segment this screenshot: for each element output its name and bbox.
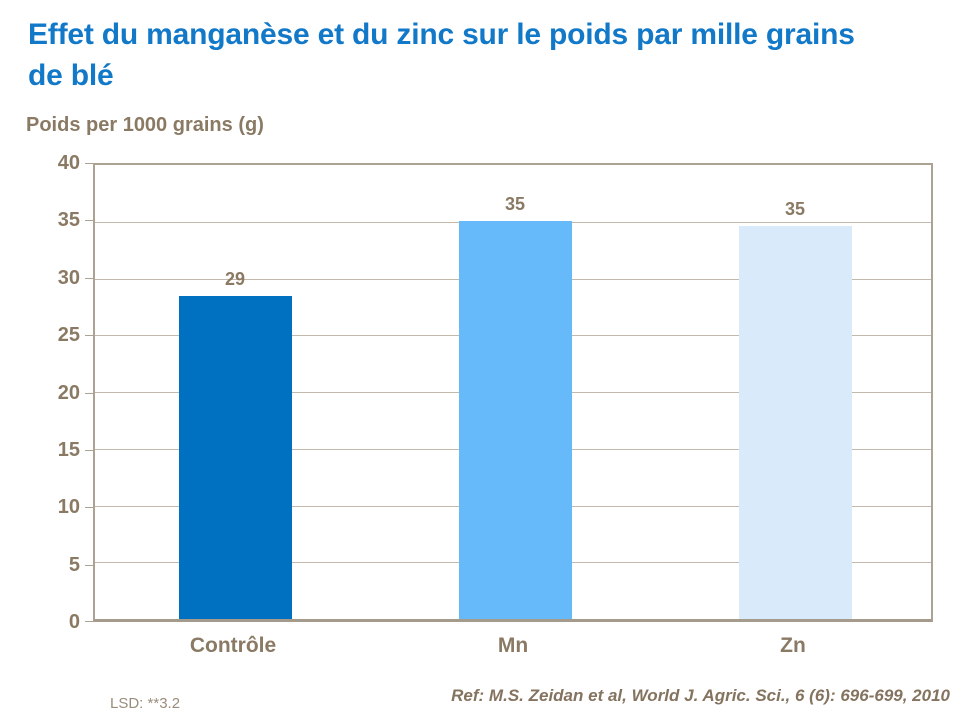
y-tick-label-40: 40 (57, 152, 80, 174)
bar-value-mn: 35 (504, 193, 526, 214)
plot-area: 29 35 35 (93, 163, 933, 622)
y-tick-mark-25 (85, 335, 93, 337)
y-tick-label-5: 5 (68, 553, 80, 576)
y-axis-title: Poids per 1000 grains (g) (26, 114, 264, 136)
reference-note: Ref: M.S. Zeidan et al, World J. Agric. … (451, 686, 950, 705)
y-tick-mark-0 (85, 621, 93, 622)
chart-title: Effet du manganèse et du zinc sur le poi… (28, 18, 855, 92)
y-tick-mark-40 (85, 163, 93, 164)
y-tick-label-0: 0 (68, 611, 80, 633)
bar-zn (738, 225, 852, 619)
lsd-note: LSD: **3.2 (110, 695, 181, 712)
bar-contr-le (178, 295, 292, 619)
y-tick-mark-20 (85, 392, 93, 394)
y-tick-label-10: 10 (57, 496, 80, 519)
y-tick-label-30: 30 (57, 266, 80, 289)
bar-value-contr-le: 29 (224, 268, 246, 289)
x-category-label-mn: Mn (497, 634, 529, 657)
bar-mn (458, 220, 572, 619)
x-category-label-contr-le: Contrôle (189, 634, 277, 657)
y-tick-label-25: 25 (57, 324, 80, 347)
y-tick-mark-5 (85, 564, 93, 566)
y-tick-mark-35 (85, 220, 93, 222)
x-category-label-zn: Zn (780, 634, 806, 657)
y-tick-label-15: 15 (57, 438, 80, 461)
bar-value-zn: 35 (784, 198, 806, 219)
y-tick-mark-30 (85, 277, 93, 279)
y-tick-label-35: 35 (57, 209, 80, 232)
y-tick-label-20: 20 (57, 381, 80, 404)
y-tick-mark-10 (85, 507, 93, 509)
y-tick-mark-15 (85, 449, 93, 451)
